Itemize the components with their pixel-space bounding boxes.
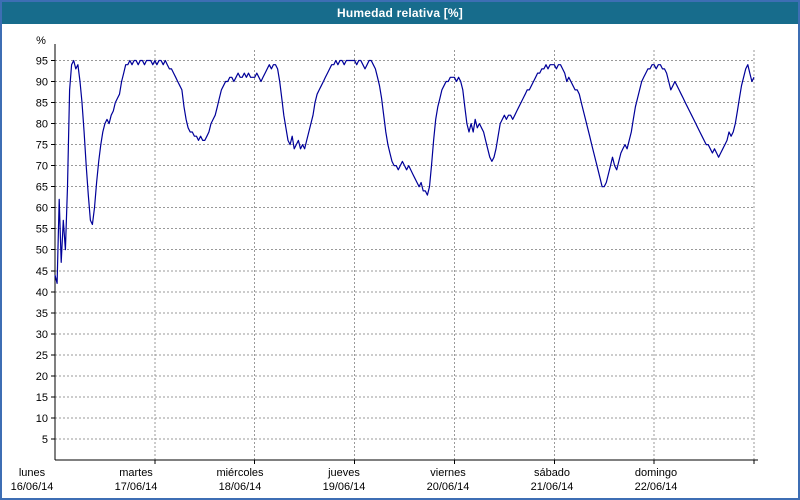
svg-text:80: 80 [36, 119, 48, 131]
svg-text:75: 75 [36, 140, 48, 152]
title-bar: Humedad relativa [%] [2, 2, 798, 24]
svg-text:22/06/14: 22/06/14 [635, 481, 678, 493]
humidity-chart: 5 10 15 20 25 30 35 40 45 50 55 60 65 70 75 80 85 90 95% lu… [11, 35, 758, 493]
svg-text:65: 65 [36, 182, 48, 194]
svg-text:25: 25 [36, 350, 48, 362]
svg-text:35: 35 [36, 308, 48, 320]
svg-text:30: 30 [36, 329, 48, 341]
svg-text:60: 60 [36, 203, 48, 215]
svg-text:45: 45 [36, 266, 48, 278]
svg-text:17/06/14: 17/06/14 [115, 481, 158, 493]
svg-text:miércoles: miércoles [216, 467, 264, 479]
svg-text:18/06/14: 18/06/14 [219, 481, 262, 493]
svg-text:20/06/14: 20/06/14 [427, 481, 470, 493]
svg-text:martes: martes [119, 467, 153, 479]
svg-text:jueves: jueves [327, 467, 360, 479]
svg-text:sábado: sábado [534, 467, 570, 479]
svg-text:19/06/14: 19/06/14 [323, 481, 366, 493]
svg-text:5: 5 [42, 434, 48, 446]
svg-text:domingo: domingo [635, 467, 677, 479]
svg-text:70: 70 [36, 161, 48, 173]
svg-text:95: 95 [36, 56, 48, 68]
chart-title: Humedad relativa [%] [336, 6, 464, 20]
svg-text:15: 15 [36, 392, 48, 404]
svg-text:50: 50 [36, 245, 48, 257]
svg-text:16/06/14: 16/06/14 [11, 481, 54, 493]
svg-text:21/06/14: 21/06/14 [531, 481, 574, 493]
svg-text:40: 40 [36, 287, 48, 299]
svg-text:20: 20 [36, 371, 48, 383]
svg-text:85: 85 [36, 98, 48, 110]
chart-area: 5 10 15 20 25 30 35 40 45 50 55 60 65 70 75 80 85 90 95% lu… [2, 24, 798, 498]
svg-text:lunes: lunes [19, 467, 46, 479]
svg-text:55: 55 [36, 224, 48, 236]
svg-text:viernes: viernes [430, 467, 466, 479]
svg-text:%: % [36, 35, 46, 47]
svg-text:10: 10 [36, 413, 48, 425]
svg-text:90: 90 [36, 77, 48, 89]
